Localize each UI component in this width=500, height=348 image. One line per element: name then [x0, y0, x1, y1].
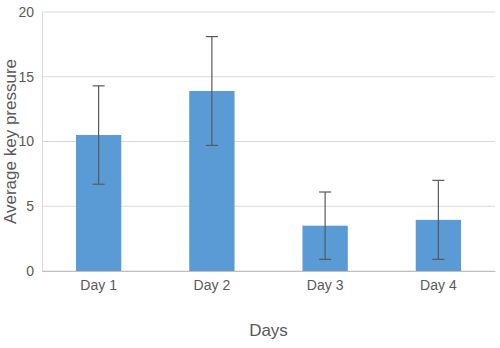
y-tick: 20 [18, 4, 42, 20]
x-axis: Day 1 Day 2 Day 3 Day 4 [43, 271, 496, 293]
grid [42, 12, 495, 271]
y-axis-line [42, 13, 43, 272]
x-tick: Day 3 [307, 271, 344, 293]
x-axis-line [43, 271, 496, 272]
chart: 0 5 10 15 20 Day 1 Day 2 Day 3 Day 4 Days Average … [0, 0, 500, 348]
x-tick-label: Day 4 [420, 277, 457, 293]
x-tick: Day 4 [420, 271, 457, 293]
grid-line [42, 12, 495, 13]
error-cap [206, 145, 218, 146]
error-cap [93, 85, 105, 86]
x-axis-title: Days [249, 321, 288, 340]
error-stem [98, 86, 99, 184]
error-cap [319, 259, 331, 260]
x-tick-label: Day 2 [194, 277, 231, 293]
error-cap [432, 259, 444, 260]
error-bar [319, 192, 331, 259]
error-cap [206, 36, 218, 37]
y-axis-title: Average key pressure [1, 59, 20, 224]
x-tick-label: Day 3 [307, 277, 344, 293]
error-cap [319, 191, 331, 192]
y-tick-label: 5 [26, 198, 34, 214]
error-bar [93, 86, 105, 184]
y-tick: 0 [26, 263, 42, 279]
error-cap [432, 180, 444, 181]
marks [76, 37, 461, 271]
y-tick-label: 0 [26, 263, 34, 279]
grid-line [42, 76, 495, 77]
error-stem [438, 180, 439, 259]
y-axis: 0 5 10 15 20 [18, 4, 42, 279]
x-tick: Day 1 [80, 271, 117, 293]
x-tick-label: Day 1 [80, 277, 117, 293]
plot: 0 5 10 15 20 Day 1 Day 2 Day 3 Day 4 [18, 4, 495, 293]
error-stem [325, 192, 326, 259]
error-bar [432, 180, 444, 259]
y-tick-label: 10 [18, 133, 34, 149]
error-bar [206, 37, 218, 146]
y-tick: 5 [26, 198, 42, 214]
y-tick-label: 20 [18, 4, 34, 20]
y-tick: 15 [18, 69, 42, 85]
error-stem [211, 37, 212, 146]
error-cap [93, 184, 105, 185]
x-tick: Day 2 [194, 271, 231, 293]
y-tick-label: 15 [18, 69, 34, 85]
y-tick: 10 [18, 133, 42, 149]
